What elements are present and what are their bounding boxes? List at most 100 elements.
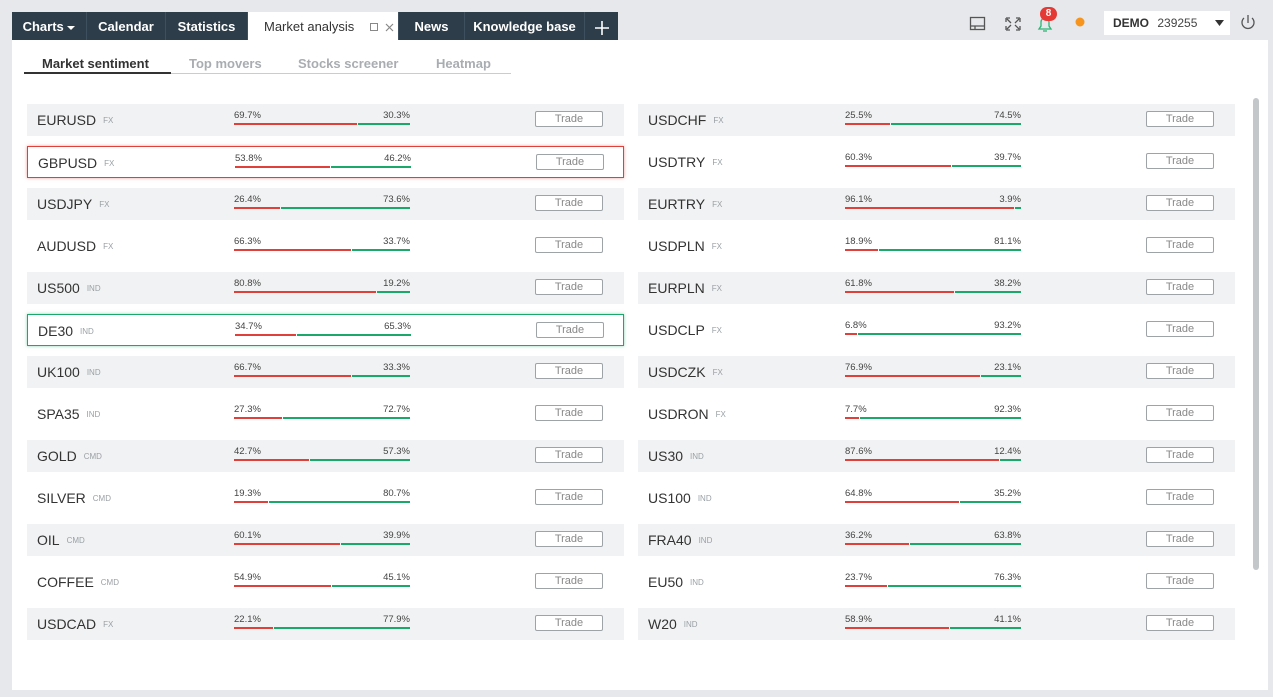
sentiment-row: EU50 IND 23.7% 76.3% Trade	[638, 566, 1235, 598]
trade-button[interactable]: Trade	[535, 405, 603, 421]
sell-percent: 42.7%	[234, 446, 261, 457]
subtab[interactable]: Market sentiment	[42, 56, 149, 71]
sell-bar	[235, 166, 330, 168]
trade-button[interactable]: Trade	[1146, 237, 1214, 253]
symbol: USDCAD FX	[37, 616, 114, 632]
trade-button[interactable]: Trade	[1146, 405, 1214, 421]
trade-button[interactable]: Trade	[536, 154, 604, 170]
account-selector[interactable]: DEMO 239255	[1104, 11, 1230, 35]
symbol: FRA40 IND	[648, 532, 713, 548]
trade-button[interactable]: Trade	[535, 237, 603, 253]
symbol: SILVER CMD	[37, 490, 111, 506]
trade-button[interactable]: Trade	[535, 531, 603, 547]
sentiment-row: SPA35 IND 27.3% 72.7% Trade	[27, 398, 624, 430]
sell-bar	[845, 627, 949, 629]
tab-active[interactable]: Market analysis	[248, 12, 399, 40]
tab[interactable]: News	[399, 12, 465, 40]
trade-button[interactable]: Trade	[1146, 153, 1214, 169]
instrument-type: IND	[698, 536, 713, 545]
sell-bar	[845, 165, 952, 167]
buy-percent: 73.6%	[383, 194, 410, 205]
sentiment-row: USDCLP FX 6.8% 93.2% Trade	[638, 314, 1235, 346]
sentiment-row: EURTRY FX 96.1% 3.9% Trade	[638, 188, 1235, 220]
sell-bar	[845, 333, 857, 335]
sentiment-row: DE30 IND 34.7% 65.3% Trade	[27, 314, 624, 346]
buy-bar	[377, 291, 410, 293]
symbol: EURTRY FX	[648, 196, 723, 212]
sell-bar	[845, 585, 887, 587]
sell-bar	[845, 207, 1015, 209]
trade-button[interactable]: Trade	[536, 322, 604, 338]
instrument-type: FX	[103, 242, 114, 251]
trade-button[interactable]: Trade	[535, 195, 603, 211]
buy-bar	[1000, 459, 1021, 461]
trade-button[interactable]: Trade	[1146, 195, 1214, 211]
buy-percent: 33.7%	[383, 236, 410, 247]
sell-bar	[235, 334, 297, 336]
trade-button[interactable]: Trade	[535, 111, 603, 127]
tab[interactable]: Statistics	[166, 12, 248, 40]
subtab[interactable]: Stocks screener	[298, 56, 399, 71]
sell-bar	[845, 123, 890, 125]
sentiment-row: SILVER CMD 19.3% 80.7% Trade	[27, 482, 624, 514]
buy-percent: 74.5%	[994, 110, 1021, 121]
trade-button[interactable]: Trade	[1146, 489, 1214, 505]
trade-button[interactable]: Trade	[535, 615, 603, 631]
trade-button[interactable]: Trade	[1146, 279, 1214, 295]
buy-bar	[283, 417, 410, 419]
instrument-type: IND	[86, 368, 101, 377]
buy-percent: 39.7%	[994, 152, 1021, 163]
scrollbar[interactable]	[1253, 98, 1259, 570]
buy-percent: 12.4%	[994, 446, 1021, 457]
layout-icon[interactable]	[969, 16, 986, 31]
sell-bar	[234, 501, 268, 503]
buy-percent: 45.1%	[383, 572, 410, 583]
sell-bar	[845, 417, 859, 419]
buy-percent: 57.3%	[383, 446, 410, 457]
sell-percent: 25.5%	[845, 110, 872, 121]
instrument-type: IND	[80, 327, 94, 336]
symbol: USDTRY FX	[648, 154, 723, 170]
trade-button[interactable]: Trade	[1146, 111, 1214, 127]
buy-percent: 76.3%	[994, 572, 1021, 583]
trade-button[interactable]: Trade	[1146, 321, 1214, 337]
sell-percent: 34.7%	[235, 321, 262, 332]
trade-button[interactable]: Trade	[1146, 615, 1214, 631]
trade-button[interactable]: Trade	[535, 279, 603, 295]
trade-button[interactable]: Trade	[1146, 531, 1214, 547]
instrument-type: CMD	[83, 452, 102, 461]
sentiment-row: COFFEE CMD 54.9% 45.1% Trade	[27, 566, 624, 598]
trade-button[interactable]: Trade	[535, 447, 603, 463]
power-icon[interactable]	[1241, 15, 1255, 30]
trade-button[interactable]: Trade	[535, 363, 603, 379]
subtab-rule	[24, 73, 511, 74]
symbol: EURPLN FX	[648, 280, 723, 296]
tab[interactable]: Knowledge base	[465, 12, 585, 40]
buy-bar	[268, 501, 410, 503]
sell-percent: 76.9%	[845, 362, 872, 373]
buy-percent: 77.9%	[383, 614, 410, 625]
instrument-type: CMD	[66, 536, 85, 545]
dropdown-arrow	[1215, 20, 1224, 26]
fullscreen-icon[interactable]	[1005, 17, 1021, 31]
trade-button[interactable]: Trade	[535, 489, 603, 505]
sell-percent: 6.8%	[845, 320, 867, 331]
sell-bar	[234, 543, 340, 545]
trade-button[interactable]: Trade	[1146, 447, 1214, 463]
subtab[interactable]: Heatmap	[436, 56, 491, 71]
tab[interactable]: Charts	[12, 12, 87, 40]
subtab[interactable]: Top movers	[189, 56, 262, 71]
sell-percent: 60.3%	[845, 152, 872, 163]
sell-bar	[845, 291, 954, 293]
trade-button[interactable]: Trade	[535, 573, 603, 589]
add-tab[interactable]	[585, 12, 618, 40]
buy-bar	[330, 166, 411, 168]
tab[interactable]: Calendar	[87, 12, 166, 40]
sentiment-row: US30 IND 87.6% 12.4% Trade	[638, 440, 1235, 472]
sell-percent: 53.8%	[235, 153, 262, 164]
trade-button[interactable]: Trade	[1146, 363, 1214, 379]
instrument-type: FX	[104, 159, 115, 168]
tab-controls[interactable]	[370, 23, 394, 32]
trade-button[interactable]: Trade	[1146, 573, 1214, 589]
instrument-type: IND	[86, 284, 101, 293]
